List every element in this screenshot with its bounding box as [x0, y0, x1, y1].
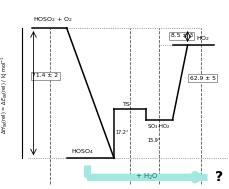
- Text: 62.9 ± 5: 62.9 ± 5: [189, 76, 215, 81]
- Text: ?: ?: [214, 170, 222, 184]
- Text: + H$_2$O: + H$_2$O: [135, 172, 158, 182]
- Text: 8.5 ± 3: 8.5 ± 3: [170, 33, 192, 38]
- Text: 17.2°: 17.2°: [115, 130, 128, 135]
- Text: TS: TS: [123, 102, 130, 107]
- Text: 71.4 ± 2: 71.4 ± 2: [32, 73, 58, 78]
- Text: SO$_3$ + HO$_2$: SO$_3$ + HO$_2$: [174, 34, 209, 43]
- Text: SO$_3$$\cdot$HO$_2$: SO$_3$$\cdot$HO$_2$: [146, 122, 170, 131]
- Text: HOSO$_2$ + O$_2$: HOSO$_2$ + O$_2$: [33, 15, 73, 24]
- Text: $\Delta H_{0K}$(rel) = $\Delta E_{0K}$(rel) / kJ mol$^{-1}$: $\Delta H_{0K}$(rel) = $\Delta E_{0K}$(r…: [0, 55, 10, 134]
- Text: 15.9°: 15.9°: [147, 138, 160, 143]
- Text: HOSO$_4$: HOSO$_4$: [71, 147, 94, 156]
